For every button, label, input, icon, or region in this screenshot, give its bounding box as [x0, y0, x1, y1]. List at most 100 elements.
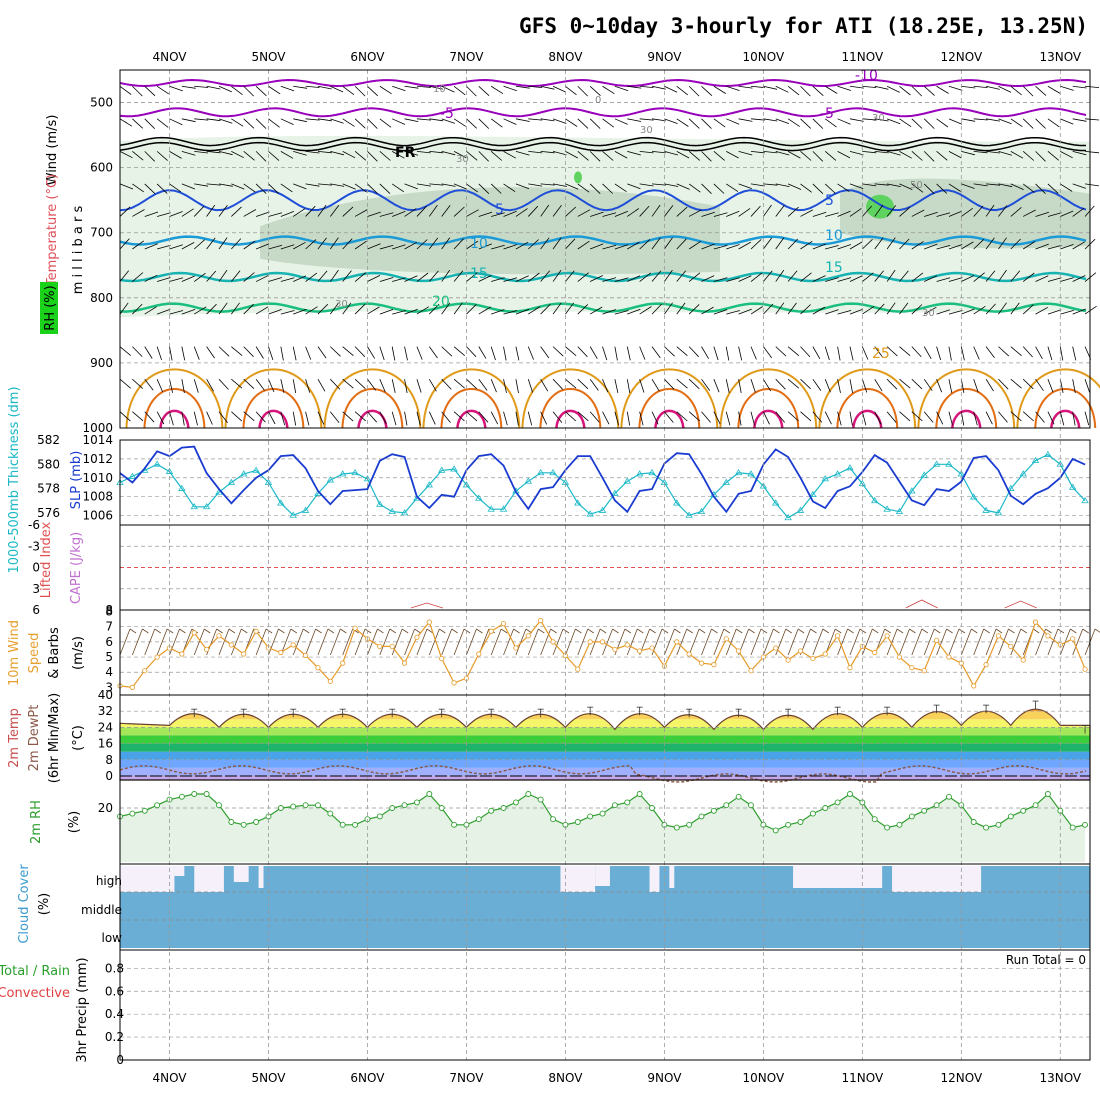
li-tick: 0 [32, 561, 40, 575]
wind-barb [181, 85, 196, 89]
wind-barb [688, 85, 700, 97]
wind-speed-point [1032, 619, 1039, 625]
wind-barb-10m [169, 628, 180, 656]
wind-barb [268, 277, 283, 282]
wind-barb [206, 204, 216, 217]
date-label-bottom: 4NOV [152, 1071, 187, 1085]
wind-barb [899, 270, 909, 282]
wind-barb [342, 238, 353, 250]
wind-barb-10m [899, 628, 910, 656]
wind-barb-flag [439, 628, 446, 634]
thickness-point [697, 507, 706, 515]
wind-barb [899, 183, 913, 190]
wind-barb [156, 308, 171, 315]
wind-barb [936, 277, 951, 282]
cloud-clear-high [793, 866, 883, 888]
wind-barb [985, 85, 1000, 90]
wind-barb [342, 302, 352, 315]
wind-barb-flag [340, 628, 347, 634]
wind-barb [911, 118, 923, 129]
wind-barb [849, 346, 854, 361]
wind-barb [589, 306, 603, 315]
wind-barb-10m [441, 628, 453, 656]
wind-barb [243, 183, 256, 193]
wind-barb [1010, 238, 1021, 250]
wind-speed-point [711, 662, 717, 668]
ylabel-10m-wind: 10m Wind [7, 620, 22, 686]
rh-point [451, 821, 458, 828]
wind-barb [404, 85, 419, 89]
wind-barb [206, 378, 214, 392]
thickness-point [747, 470, 755, 477]
thickness-point [908, 487, 916, 494]
rh-point [253, 819, 260, 825]
thickness-point [277, 499, 285, 506]
thickness-point [549, 469, 557, 476]
wind-barb [738, 346, 743, 361]
wind-axis-labels: 10m Wind Speed & Barbs (m/s) [7, 620, 86, 686]
rh-point [376, 813, 383, 820]
wind-barb [651, 270, 662, 282]
wind-barb [874, 204, 884, 217]
wind-barb [701, 306, 714, 315]
wind-speed-point [637, 648, 643, 654]
rh-point [710, 807, 717, 814]
wind-barb [998, 205, 1008, 217]
wind-barb-10m [1047, 628, 1059, 656]
contour-25 [521, 368, 620, 429]
contour-35 [555, 409, 586, 429]
wind-barb [787, 151, 801, 159]
wind-barb-10m [713, 628, 725, 656]
wind-barb [750, 183, 765, 187]
cape-tick: 8 [105, 603, 113, 617]
wind-barb [923, 85, 935, 96]
wind-barb-flag [500, 628, 508, 634]
wind-barb [899, 411, 911, 422]
pressure-tick: 600 [90, 161, 113, 175]
wind-barb [466, 346, 477, 358]
rh-band-50 [260, 187, 720, 275]
wind-barb [404, 150, 419, 156]
wind-barb [478, 151, 489, 162]
wind-speed-point [1020, 657, 1026, 663]
wind-barb [404, 208, 417, 217]
wind-barb-10m [750, 628, 762, 656]
thickness-point [685, 511, 693, 518]
frame-panel [119, 609, 1091, 696]
thickness-point [945, 460, 953, 467]
wind-barb [206, 411, 213, 425]
wind-barb [193, 379, 199, 393]
wind-barb [268, 411, 276, 425]
ylabel-6hr-minmax: (6hr Min/Max) [47, 693, 62, 783]
wind-speed-point [1070, 636, 1076, 642]
wind-barb [367, 346, 376, 359]
wind-barb [367, 211, 381, 217]
wind-barb [391, 379, 396, 393]
wind-barb [503, 118, 517, 125]
wind-barb [119, 270, 130, 282]
wind-barb [825, 277, 839, 282]
wind-barb-flag [389, 628, 397, 634]
wind-barb-flag [736, 628, 743, 634]
contour-minus10 [119, 78, 1087, 88]
wind-barb [565, 302, 575, 315]
cape-lifted-index-panel [120, 545, 1090, 609]
wind-barb [998, 150, 1013, 156]
date-label-top: 11NOV [841, 50, 883, 64]
wind-barb [231, 411, 243, 422]
wind-barb [701, 378, 711, 391]
wind-barb-flag [1008, 628, 1015, 634]
wind-barb [886, 378, 898, 390]
wind-barb [948, 210, 963, 217]
wind-barb [614, 183, 627, 193]
wind-barb [231, 85, 243, 96]
wind-barb [1035, 211, 1050, 217]
wind-barb [1022, 272, 1035, 282]
wind-barb [664, 302, 673, 315]
wind-barb [763, 270, 773, 282]
wind-barb [627, 118, 642, 122]
date-label-top: 13NOV [1039, 50, 1081, 64]
wind-barb [800, 304, 811, 315]
thickness-point [734, 469, 743, 476]
wind-barb [552, 346, 564, 357]
